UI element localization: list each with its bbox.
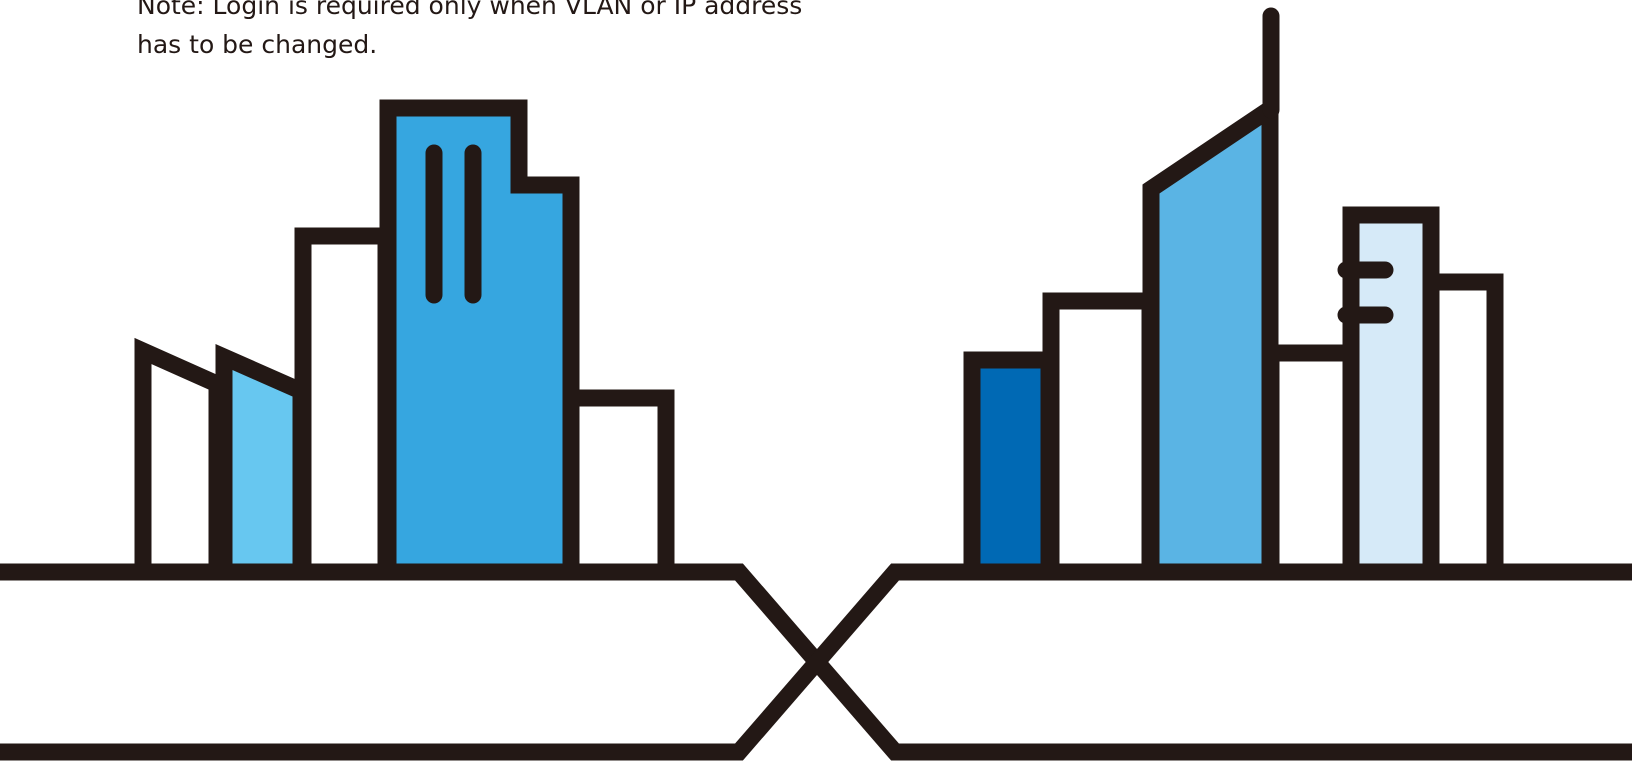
- right-building-4: [1262, 344, 1361, 581]
- left-building-5: [562, 389, 675, 581]
- left-building-3: [294, 227, 395, 581]
- right-building-skyscraper: [1142, 93, 1279, 581]
- right-building-6: [1422, 273, 1504, 581]
- login-note: Note: Login is required only when VLAN o…: [137, 0, 837, 64]
- left-building-1: [134, 337, 226, 581]
- left-building-2: [215, 343, 310, 581]
- right-building-1: [963, 351, 1058, 581]
- ground-line-lower: [0, 563, 1632, 761]
- login-note-line-1: Note: Login is required only when VLAN o…: [137, 0, 803, 20]
- login-note-line-2: has to be changed.: [137, 30, 378, 59]
- right-building-2: [1042, 292, 1159, 581]
